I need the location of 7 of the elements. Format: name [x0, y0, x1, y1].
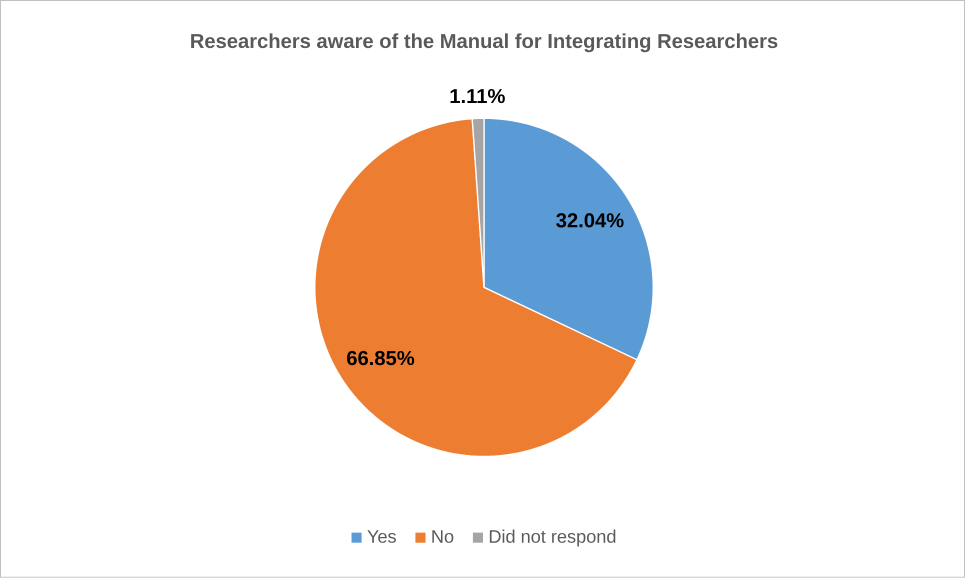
legend-label: Did not respond: [490, 530, 616, 547]
data-label: 32.04%: [556, 213, 624, 228]
data-label: 66.85%: [347, 351, 414, 366]
legend-label: Yes: [367, 530, 396, 543]
chart-title: Researchers aware of the Manual for Integrating Researchers: [191, 33, 778, 52]
data-label: 1.11%: [450, 89, 505, 104]
legend-label: No: [432, 530, 454, 543]
